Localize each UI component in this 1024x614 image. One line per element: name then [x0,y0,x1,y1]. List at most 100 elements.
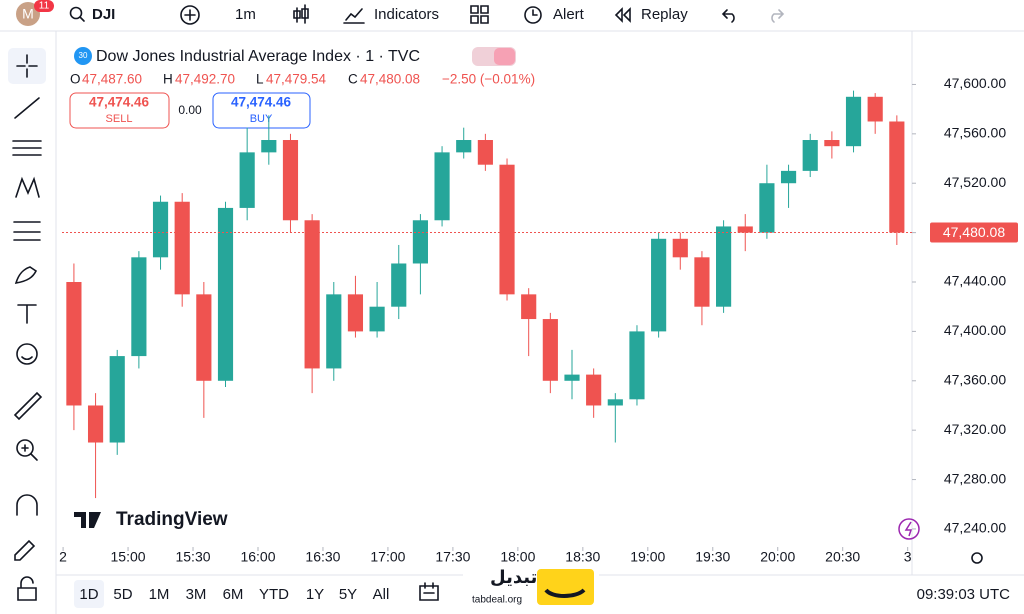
layout-icon[interactable] [470,5,489,24]
spread: 0.00 [178,103,202,117]
candle-body [672,238,688,258]
ohlc-value: 47,492.70 [175,72,235,87]
range-button[interactable]: 1Y [306,586,324,603]
fib-tool[interactable] [12,140,42,156]
indicators[interactable]: Indicators [374,6,439,23]
status-pill [494,48,515,65]
range-bar: 1D 5D 1M 3M 6M YTD 1Y 5Y All [79,586,389,603]
badge-count: 11 [39,1,50,12]
avatar[interactable] [16,2,40,26]
y-tick-label: 47,240.00 [944,520,1006,536]
x-tick-label: 18:30 [565,549,600,565]
y-tick-label: 47,600.00 [944,75,1006,91]
range-button[interactable]: All [373,586,390,603]
index-badge-text: 30 [79,51,88,60]
emoji-icon [21,356,33,361]
undo[interactable] [721,9,735,23]
x-tick-label: 3 [904,549,912,565]
magnet-tool[interactable] [16,494,38,516]
candle-body [716,226,732,307]
flash-button[interactable] [898,518,920,540]
range-active [74,580,104,608]
candle-body [196,294,212,381]
x-tick-label: 2 [59,549,67,565]
candle-body [824,140,840,147]
crosshair-icon [16,54,38,78]
ohlc-value: 47,487.60 [82,72,142,87]
chart-title: Dow Jones Industrial Average Index · 1 ·… [96,48,420,65]
candle-body [651,238,667,332]
range-button[interactable]: 6M [223,586,244,603]
candle-body [889,121,905,233]
ruler-tool[interactable] [13,391,43,421]
x-tick-label: 16:00 [240,549,275,565]
ohlc-value: 47,480.08 [360,72,420,87]
ohlc-label: H [163,72,173,87]
candle-body [369,306,385,332]
candle-body [131,257,147,357]
interval[interactable]: 1m [235,6,256,23]
alert-icon[interactable] [524,6,542,24]
candle-body [737,226,753,233]
x-tick-label: 20:00 [760,549,795,565]
avatar-letter: M [22,6,34,22]
zoom-icon [21,444,38,461]
search-icon[interactable] [69,6,83,20]
ohlc-value: 47,479.54 [266,72,327,87]
last-price-box [930,222,1018,243]
replay-icon[interactable] [614,7,631,23]
range-button[interactable]: 5D [113,586,132,603]
candle-body [217,207,234,381]
emoji-tool[interactable] [16,343,38,365]
search-icon [79,16,85,22]
top-toolbar [0,0,1024,31]
candle-body [304,220,320,369]
y-tick-label: 47,440.00 [944,273,1006,289]
candle-body [780,170,797,184]
pattern-tool[interactable] [15,176,40,198]
candle-body [434,152,450,221]
range-button[interactable]: 5Y [339,586,357,603]
settings[interactable] [971,552,983,564]
forecast-tool[interactable] [13,221,41,241]
crosshair-tool[interactable] [8,48,46,84]
x-tick-label: 19:00 [630,549,665,565]
range-button[interactable]: 1D [79,586,98,603]
sell-button[interactable] [69,92,170,129]
candle-body [239,152,255,208]
sell-label: SELL [106,113,133,125]
range-button[interactable]: YTD [259,586,289,603]
range-button[interactable]: 1M [149,586,170,603]
add-icon[interactable] [180,5,200,25]
alert[interactable]: Alert [553,6,585,23]
text-tool[interactable] [17,304,37,324]
redo[interactable] [771,9,785,23]
zoom-tool[interactable] [16,439,34,457]
buy-label: BUY [250,113,273,125]
x-tick-label: 15:30 [175,549,210,565]
x-tick-label: 16:30 [305,549,340,565]
y-tick-label: 47,400.00 [944,322,1006,338]
range-button[interactable]: 3M [186,586,207,603]
brush-tool[interactable] [14,266,38,285]
symbol[interactable]: DJI [92,6,115,23]
chart-type-icon[interactable] [293,4,309,24]
add-icon [184,9,196,21]
candle-body [109,356,125,443]
trendline-tool[interactable] [14,97,40,119]
candle-body [391,263,407,307]
indicators-icon[interactable] [343,8,365,24]
x-tick-label: 19:30 [695,549,730,565]
watermark-logo [544,588,586,598]
replay[interactable]: Replay [641,6,688,23]
candle-body [152,201,169,258]
candle-body [629,331,645,400]
buy-button[interactable] [212,92,311,129]
lock-tool[interactable] [17,576,37,601]
date-picker[interactable] [419,582,439,601]
candle-body [607,399,623,406]
candle-body [347,294,364,332]
lock-drawing-tool[interactable] [14,539,36,561]
